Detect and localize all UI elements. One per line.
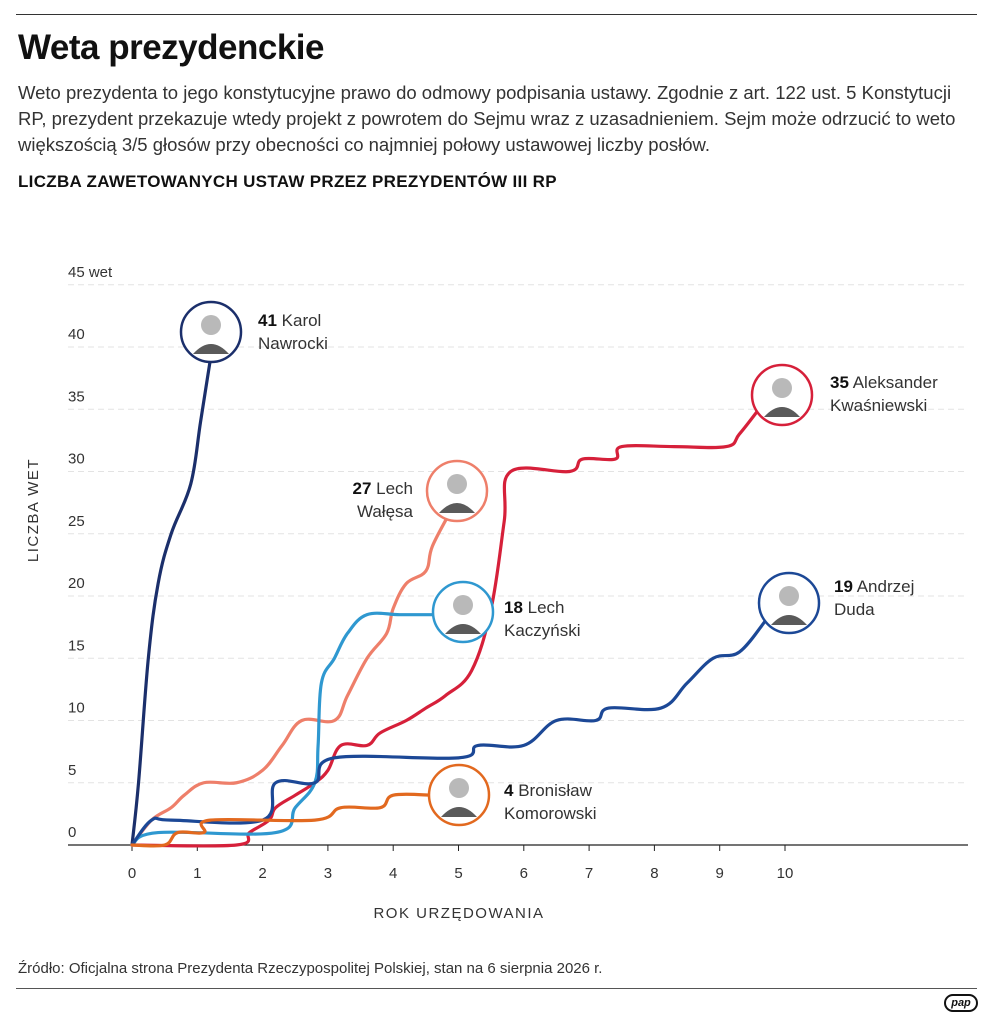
callout-aleksander-kwasniewski: 35 Aleksander Kwaśniewski	[750, 363, 938, 427]
y-tick-label: 35	[68, 388, 85, 405]
portrait-head-icon	[201, 315, 221, 335]
y-axis-title: LICZBA WET	[25, 458, 42, 562]
callout-last-name: Komorowski	[504, 804, 597, 823]
y-tick-label: 15	[68, 637, 85, 654]
series-line-karol-nawrocki	[130, 357, 212, 847]
x-axis-ticks: 0 1 2 3 4 5 6 7 8 9 10	[128, 845, 794, 882]
callout-label-line1: 35 Aleksander	[830, 373, 938, 392]
series-callouts: 41 Karol Nawrocki 35 Aleksander Kwaśniewski…	[179, 300, 938, 827]
y-tick-label: 45 wet	[68, 264, 113, 281]
series-line-andrzej-duda	[130, 619, 768, 847]
callout-last-name: Duda	[834, 600, 875, 619]
top-rule	[16, 14, 977, 15]
callout-total: 4	[504, 781, 514, 800]
y-tick-label: 5	[68, 762, 76, 779]
callout-karol-nawrocki: 41 Karol Nawrocki	[179, 300, 328, 364]
x-tick-label: 1	[193, 865, 201, 882]
callout-first-name: Lech	[371, 479, 413, 498]
callout-total: 27	[352, 479, 371, 498]
callout-last-name: Nawrocki	[258, 334, 328, 353]
bottom-rule	[16, 988, 977, 989]
series-lines	[130, 357, 768, 848]
x-tick-label: 10	[777, 865, 794, 882]
callout-total: 41	[258, 311, 277, 330]
callout-label-line1: 19 Andrzej	[834, 577, 914, 596]
callout-first-name: Lech	[523, 598, 565, 617]
callout-label-line1: 41 Karol	[258, 311, 321, 330]
callout-label-line1: 27 Lech	[352, 479, 413, 498]
x-tick-label: 9	[716, 865, 724, 882]
callout-andrzej-duda: 19 Andrzej Duda	[757, 571, 914, 635]
portrait-body-icon	[445, 624, 481, 634]
series-line-bronislaw-komorowski	[130, 792, 434, 848]
callout-first-name: Bronisław	[513, 781, 592, 800]
chart-subtitle: LICZBA ZAWETOWANYCH USTAW PRZEZ PREZYDEN…	[18, 172, 557, 191]
callout-total: 35	[830, 373, 849, 392]
x-axis-title: ROK URZĘDOWANIA	[373, 905, 544, 922]
x-tick-label: 0	[128, 865, 136, 882]
callout-last-name: Kaczyński	[504, 621, 581, 640]
y-axis-ticks: 0 5 10 15 20 25 30 35 40 45 wet	[68, 264, 113, 841]
x-tick-label: 4	[389, 865, 397, 882]
portrait-body-icon	[439, 503, 475, 513]
portrait-head-icon	[449, 778, 469, 798]
callout-lech-walesa: 27 Lech Wałęsa	[352, 459, 489, 523]
portrait-body-icon	[764, 407, 800, 417]
callout-label-line1: 18 Lech	[504, 598, 565, 617]
y-tick-label: 10	[68, 700, 85, 717]
callout-total: 19	[834, 577, 853, 596]
callout-bronislaw-komorowski: 4 Bronisław Komorowski	[427, 763, 597, 827]
portrait-body-icon	[193, 344, 229, 354]
portrait-body-icon	[771, 615, 807, 625]
y-tick-label: 20	[68, 575, 85, 592]
callout-total: 18	[504, 598, 523, 617]
x-tick-label: 2	[258, 865, 266, 882]
series-line-lech-kaczynski	[130, 611, 434, 847]
callout-first-name: Aleksander	[849, 373, 938, 392]
callout-first-name: Karol	[277, 311, 321, 330]
callout-label-line1: 4 Bronisław	[504, 781, 593, 800]
grid	[68, 284, 968, 846]
callout-lech-kaczynski: 18 Lech Kaczyński	[431, 580, 581, 644]
x-tick-label: 6	[520, 865, 528, 882]
source-note: Źródło: Oficjalna strona Prezydenta Rzec…	[18, 960, 603, 977]
callout-first-name: Andrzej	[853, 577, 914, 596]
callout-last-name: Wałęsa	[357, 502, 414, 521]
portrait-head-icon	[772, 378, 792, 398]
page-title: Weta prezydenckie	[18, 28, 325, 67]
y-tick-label: 40	[68, 326, 85, 343]
series-line-aleksander-kwasniewski	[130, 407, 761, 848]
y-tick-label: 0	[68, 824, 76, 841]
portrait-body-icon	[441, 807, 477, 817]
callout-last-name: Kwaśniewski	[830, 396, 927, 415]
x-tick-label: 8	[650, 865, 658, 882]
x-tick-label: 7	[585, 865, 593, 882]
intro-text: Weto prezydenta to jego konstytucyjne pr…	[18, 82, 956, 155]
y-tick-label: 25	[68, 513, 85, 530]
portrait-head-icon	[453, 595, 473, 615]
pap-logo: pap	[944, 994, 978, 1012]
portrait-head-icon	[779, 586, 799, 606]
x-tick-label: 5	[454, 865, 462, 882]
x-tick-label: 3	[324, 865, 332, 882]
y-tick-label: 30	[68, 451, 85, 468]
portrait-head-icon	[447, 474, 467, 494]
